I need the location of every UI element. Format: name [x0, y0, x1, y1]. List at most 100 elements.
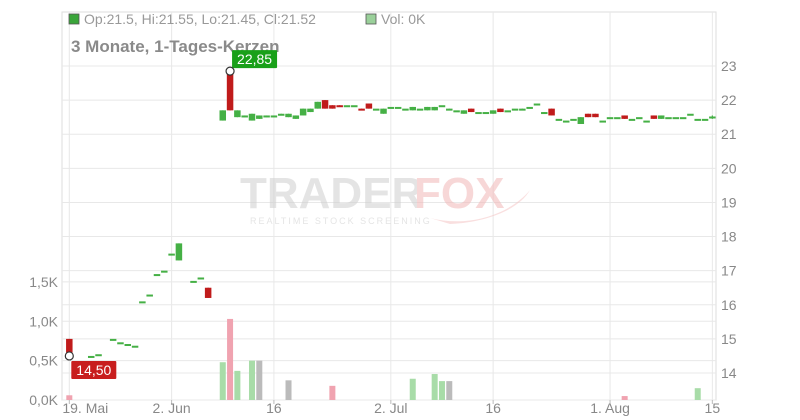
candle-body — [95, 354, 102, 357]
candle-body — [416, 108, 424, 111]
candle-body — [139, 301, 146, 304]
candle-body — [657, 115, 665, 119]
candle-body — [270, 115, 278, 118]
watermark-brand-right: FOX — [414, 169, 504, 218]
low-marker — [64, 351, 74, 361]
candle-body — [621, 115, 628, 119]
candle-body — [197, 277, 205, 280]
volume-tick-label: 1,0K — [29, 313, 58, 329]
volume-bar — [438, 381, 445, 400]
candle-body — [146, 294, 153, 297]
candle-body — [109, 338, 117, 341]
candle-body — [446, 108, 453, 111]
chart-grid — [61, 11, 717, 401]
date-tick-label: 2. Jun — [153, 400, 191, 416]
watermark: TRADER FOX REALTIME STOCK SCREENING — [240, 169, 530, 226]
candle-body — [438, 105, 446, 108]
candle-body — [694, 118, 701, 121]
candle-body — [687, 113, 694, 116]
date-tick-label: 15 — [705, 400, 721, 416]
candle-body — [489, 110, 497, 114]
candle-body — [584, 113, 592, 118]
candle-body — [161, 270, 168, 273]
candle-body — [387, 106, 395, 109]
volume-bar — [329, 385, 336, 400]
candle-body — [431, 106, 438, 111]
candle-body — [256, 115, 263, 119]
candle-body — [628, 118, 636, 121]
volume-tick-label: 0,0K — [29, 392, 58, 408]
price-tick-label: 22 — [721, 92, 737, 108]
high-callout-label: 22,85 — [237, 51, 272, 67]
extreme-callouts: 22,85 14,50 — [64, 50, 278, 379]
candle-body — [234, 110, 241, 118]
volume-swatch — [365, 13, 377, 25]
volume-bar — [621, 396, 628, 400]
candle-body — [497, 108, 504, 113]
candle-body — [241, 115, 248, 118]
candle-body — [204, 287, 212, 298]
candle-body — [592, 113, 599, 118]
candle-body — [460, 110, 468, 114]
high-callout-box — [232, 50, 278, 69]
candle-body — [329, 105, 336, 109]
candle-body — [314, 101, 322, 109]
price-tick-label: 21 — [721, 126, 737, 142]
candle-body — [548, 108, 555, 116]
candle-body — [124, 344, 132, 347]
date-tick-label: 16 — [485, 400, 501, 416]
candle-body — [175, 243, 183, 261]
date-tick-label: 16 — [266, 400, 282, 416]
candle-body — [504, 110, 511, 113]
candle-body — [307, 108, 314, 113]
candle-body — [599, 120, 606, 123]
price-tick-label: 18 — [721, 229, 737, 245]
candle-body — [541, 112, 548, 115]
low-callout-label: 14,50 — [76, 362, 111, 378]
chart-subtitle: 3 Monate, 1-Tages-Kerzen — [71, 37, 279, 56]
candle-body — [475, 112, 482, 115]
candle-body — [358, 108, 365, 111]
price-tick-label: 14 — [721, 365, 737, 381]
volume-bar — [431, 374, 438, 400]
candle-body — [424, 106, 431, 111]
price-tick-label: 19 — [721, 194, 737, 210]
candle-body — [394, 106, 402, 109]
candle-body — [299, 108, 307, 116]
price-tick-label: 17 — [721, 263, 737, 279]
candle-body — [117, 342, 124, 345]
candle-body — [351, 105, 358, 108]
volume-text: Vol: 0K — [381, 11, 426, 27]
candle-body — [643, 120, 650, 123]
volume-bar — [66, 395, 73, 400]
candle-body — [636, 117, 643, 120]
candle-body — [577, 117, 585, 124]
candle-body — [614, 117, 621, 120]
candle-body — [467, 108, 475, 113]
candle-body — [321, 100, 329, 109]
candle-body — [190, 280, 197, 283]
volume-bar — [248, 360, 255, 400]
candle-body — [511, 108, 519, 111]
date-tick-label: 19. Mai — [62, 400, 108, 416]
volume-bar — [256, 360, 263, 400]
candle-body — [555, 118, 563, 121]
date-tick-label: 2. Jul — [374, 400, 407, 416]
candle-body — [701, 118, 709, 121]
candle-body — [533, 103, 541, 106]
volume-bar — [409, 378, 416, 400]
volume-bar — [219, 362, 226, 400]
candle-body — [482, 112, 490, 115]
candle-body — [665, 117, 672, 120]
candle-body — [453, 110, 460, 113]
volume-axis: 0,0K 0,5K 1,0K 1,5K — [29, 274, 58, 408]
low-callout-box — [71, 360, 117, 379]
date-tick-label: 1. Aug — [590, 400, 630, 416]
candle-body — [219, 110, 227, 121]
volume-bars — [66, 318, 701, 400]
candle-body — [277, 113, 285, 116]
candle-body — [606, 117, 614, 120]
candle-body — [672, 117, 680, 120]
volume-bar — [446, 381, 453, 400]
